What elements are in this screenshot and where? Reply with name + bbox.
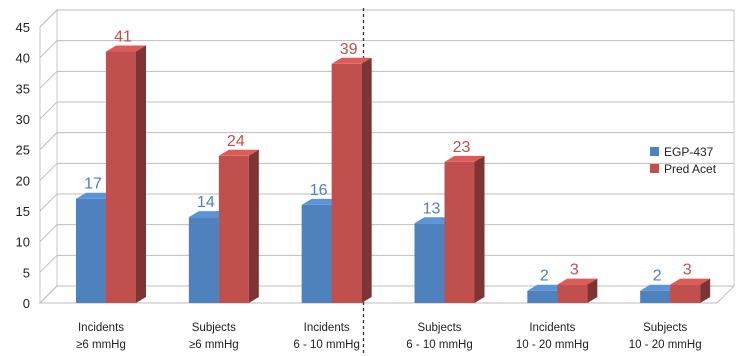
- data-label: 41: [114, 29, 132, 46]
- bar-front: [106, 51, 136, 304]
- category-label: 10 - 20 mmHg: [629, 339, 702, 351]
- bar-front: [218, 155, 249, 303]
- bar-top: [218, 149, 259, 156]
- bar-front: [301, 204, 332, 303]
- bar-side: [361, 57, 372, 303]
- data-label: 24: [227, 133, 245, 150]
- bar-top: [557, 278, 598, 285]
- bars: [76, 45, 711, 304]
- legend-label: EGP-437: [664, 145, 714, 159]
- category-label: ≥6 mmHg: [76, 339, 126, 351]
- x-axis-labels: Incidents ≥6 mmHg Subjects ≥6 mmHg Incidents…: [76, 322, 701, 351]
- bar: [218, 149, 259, 303]
- y-tick-label: 30: [16, 112, 30, 127]
- category-label: 10 - 20 mmHg: [516, 339, 589, 351]
- y-tick-label: 45: [16, 20, 30, 35]
- gridline: [39, 40, 734, 59]
- category-label: ≥6 mmHg: [189, 339, 239, 351]
- bar-front: [414, 223, 445, 303]
- data-label: 39: [340, 41, 358, 58]
- legend-swatch: [650, 164, 659, 173]
- category-label: Subjects: [417, 322, 461, 334]
- category-label: 6 - 10 mmHg: [293, 339, 359, 351]
- gridline: [39, 254, 734, 273]
- bar-top: [106, 45, 146, 52]
- y-tick-label: 5: [23, 265, 30, 280]
- side-wall: [39, 8, 58, 305]
- data-label: 13: [423, 200, 441, 217]
- data-label: 2: [540, 268, 549, 285]
- category-label: Incidents: [304, 322, 350, 334]
- bar-side: [136, 45, 146, 304]
- gridlines: [39, 9, 734, 304]
- bar-front: [76, 198, 106, 303]
- y-tick-label: 20: [16, 173, 30, 188]
- bar-side: [248, 149, 259, 303]
- data-label: 14: [197, 194, 215, 211]
- bar-front: [557, 284, 588, 303]
- data-label: 23: [453, 139, 471, 156]
- gridline: [39, 70, 734, 89]
- bar: [331, 57, 372, 303]
- gridline: [39, 285, 734, 304]
- bar-front: [444, 161, 475, 303]
- gridline: [39, 193, 734, 212]
- y-axis-ticks: 0 5 10 15 20 25 30 35 40 45: [16, 20, 30, 311]
- bar-front: [527, 290, 558, 303]
- back-wall: [56, 9, 735, 287]
- bar-top: [670, 278, 711, 285]
- category-label: Subjects: [643, 322, 687, 334]
- data-label: 2: [653, 268, 662, 285]
- data-label: 3: [570, 262, 579, 279]
- bar: [106, 45, 146, 304]
- bar-front: [670, 284, 701, 303]
- y-tick-label: 25: [16, 143, 30, 158]
- category-label: Subjects: [192, 322, 236, 334]
- category-label: 6 - 10 mmHg: [406, 339, 472, 351]
- y-tick-label: 40: [16, 51, 30, 66]
- bar: [557, 278, 598, 303]
- bar-top: [444, 155, 485, 162]
- y-tick-label: 0: [23, 296, 30, 311]
- y-tick-label: 35: [16, 81, 30, 96]
- bar: [444, 155, 485, 303]
- bar-side: [700, 278, 711, 303]
- bar-front: [331, 63, 362, 303]
- bar-front: [188, 217, 219, 303]
- gridline: [39, 162, 734, 181]
- legend-swatch: [650, 147, 659, 156]
- category-label: Incidents: [78, 322, 124, 334]
- data-label: 17: [84, 176, 102, 193]
- bar-side: [587, 278, 598, 303]
- gridline: [39, 101, 734, 120]
- data-label: 3: [683, 262, 692, 279]
- gridline: [39, 9, 734, 28]
- bar-front: [640, 290, 671, 303]
- y-tick-label: 15: [16, 204, 30, 219]
- y-tick-label: 10: [16, 235, 30, 250]
- bar-side: [474, 155, 485, 303]
- category-label: Incidents: [529, 322, 575, 334]
- gridline: [39, 132, 734, 151]
- legend-label: Pred Acet: [664, 162, 717, 176]
- data-label: 16: [310, 182, 328, 199]
- gridline: [39, 224, 734, 243]
- bar-top: [331, 57, 372, 64]
- legend: EGP-437 Pred Acet: [650, 145, 717, 176]
- bar: [670, 278, 711, 303]
